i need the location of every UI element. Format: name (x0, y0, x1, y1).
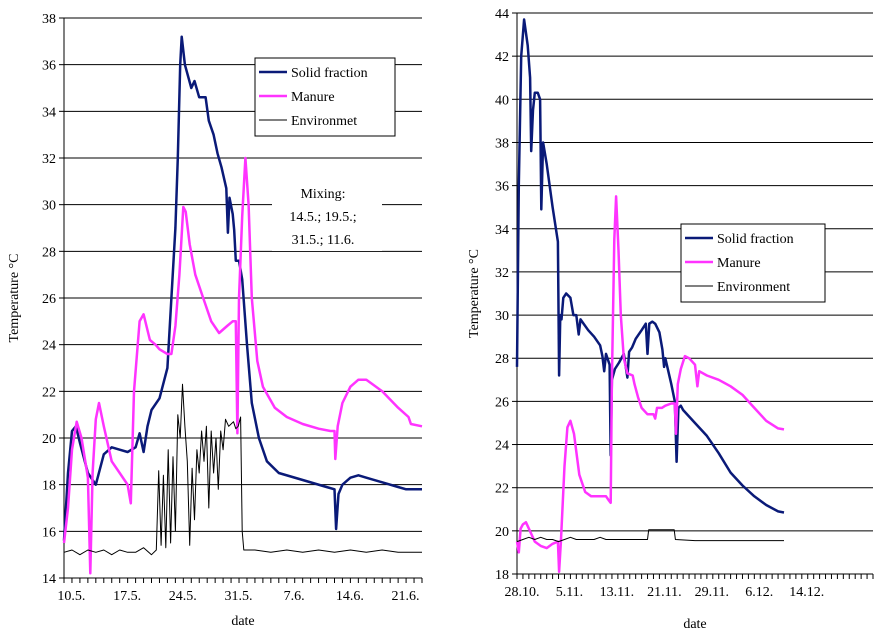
annotation-text: Mixing: (300, 187, 345, 202)
y-tick-label: 20 (42, 432, 56, 447)
y-tick-label: 28 (42, 245, 56, 260)
annotation-text: 31.5.; 11.6. (292, 233, 355, 248)
legend-label: Manure (717, 256, 761, 271)
y-tick-label: 24 (495, 439, 509, 454)
x-tick-label: 14.6. (336, 589, 364, 604)
chart-left: 14 16 18 20 22 24 26 28 30 32 34 36 38 10.5. 17.5. 24.5… (7, 12, 423, 629)
x-tick-label: 6.12. (745, 585, 773, 600)
x-tick-label: 17.5. (113, 589, 141, 604)
y-tick-label: 36 (42, 59, 56, 74)
x-tick-label: 14.12. (789, 585, 824, 600)
legend-label: Solid fraction (291, 66, 368, 81)
series-line-solid-fraction (62, 35, 422, 541)
chart-right: 18 20 22 24 26 28 30 32 34 36 38 40 42 44 28.10. 5.11. 1… (467, 7, 874, 632)
x-tick-label: 29.11. (695, 585, 729, 600)
x-tick-label: 21.11. (647, 585, 681, 600)
y-tick-label: 34 (495, 223, 509, 238)
y-tick-label: 22 (42, 385, 56, 400)
y-tick-label: 20 (495, 525, 509, 540)
y-tick-label: 26 (42, 292, 56, 307)
x-tick-label: 31.5. (224, 589, 252, 604)
y-tick-label: 44 (495, 7, 509, 22)
legend-label: Environmet (291, 114, 357, 129)
y-tick-label: 42 (495, 50, 509, 65)
x-tick-label: 10.5. (57, 589, 85, 604)
y-tick-label: 38 (495, 136, 509, 151)
annotation-text: 14.5.; 19.5.; (289, 210, 356, 225)
y-tick-label: 26 (495, 395, 509, 410)
y-tick-label: 22 (495, 482, 509, 497)
y-tick-label: 14 (42, 572, 56, 587)
x-axis-label: date (231, 614, 254, 629)
legend-label: Manure (291, 90, 335, 105)
annotation-box (272, 181, 382, 251)
y-tick-label: 18 (495, 568, 509, 583)
series-line-environmet (63, 383, 422, 556)
x-tick-label: 24.5. (169, 589, 197, 604)
y-tick-label: 40 (495, 93, 509, 108)
y-tick-label: 24 (42, 339, 56, 354)
y-tick-label: 34 (42, 105, 56, 120)
y-axis-label: Temperature °C (467, 249, 482, 338)
series-line-manure (62, 156, 423, 575)
x-tick-label: 28.10. (504, 585, 539, 600)
y-tick-label: 30 (495, 309, 509, 324)
x-tick-label: 13.11. (600, 585, 634, 600)
x-tick-label: 7.6. (284, 589, 305, 604)
y-tick-label: 38 (42, 12, 56, 27)
y-tick-label: 30 (42, 199, 56, 214)
x-tick-label: 21.6. (392, 589, 420, 604)
y-tick-label: 36 (495, 180, 509, 195)
y-tick-label: 18 (42, 479, 56, 494)
series-line-manure (515, 195, 785, 574)
x-tick-label: 5.11. (556, 585, 583, 600)
y-tick-label: 16 (42, 525, 56, 540)
y-axis-label: Temperature °C (7, 254, 22, 343)
x-axis-label: date (683, 617, 706, 632)
y-tick-label: 28 (495, 352, 509, 367)
y-tick-label: 32 (495, 266, 509, 281)
legend-label: Solid fraction (717, 232, 794, 247)
y-tick-label: 32 (42, 152, 56, 167)
series-line-environment (516, 529, 784, 543)
legend-label: Environment (717, 280, 790, 295)
